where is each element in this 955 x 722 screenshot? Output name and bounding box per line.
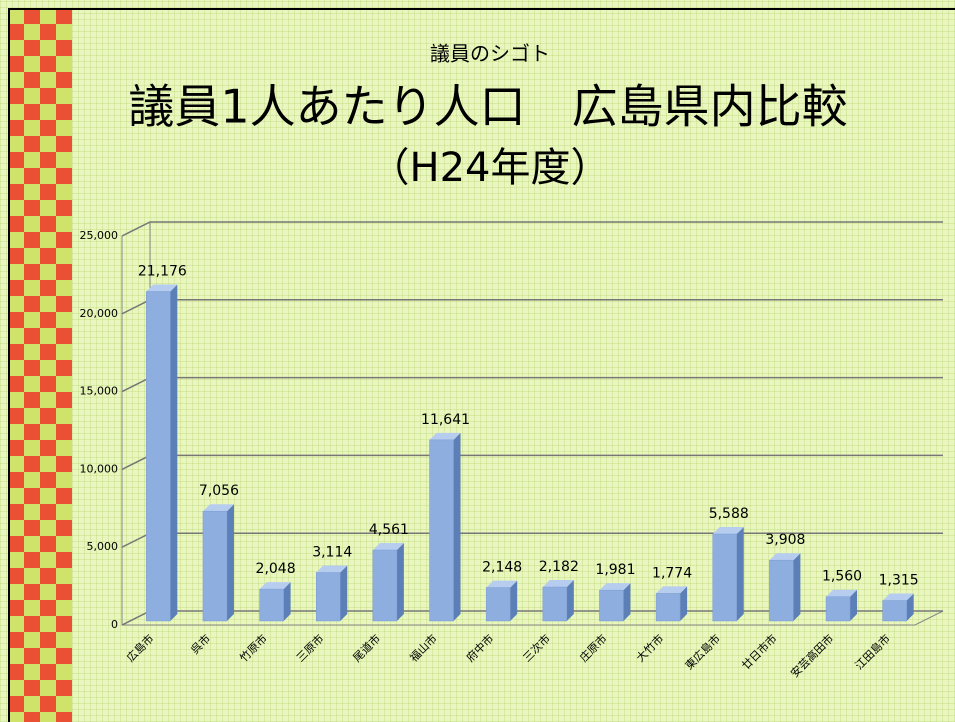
data-label: 2,182 <box>539 559 579 575</box>
bar <box>656 593 680 621</box>
bar <box>769 560 793 621</box>
y-tick-label: 25,000 <box>80 229 119 242</box>
data-label: 1,560 <box>822 569 862 585</box>
y-tick-label: 15,000 <box>80 385 119 398</box>
y-tick-label: 10,000 <box>80 462 119 475</box>
bar-side <box>567 580 574 621</box>
grid-line <box>122 300 943 314</box>
data-label: 2,048 <box>256 561 296 577</box>
bar-side <box>737 527 744 621</box>
x-tick-label: 三次市 <box>520 631 553 664</box>
bar-side <box>454 433 461 621</box>
bar <box>826 597 850 621</box>
data-label: 1,981 <box>595 562 635 578</box>
chart-subtitle: 議員のシゴト <box>430 42 550 66</box>
x-tick-label: 呉市 <box>188 631 213 656</box>
x-tick-label: 尾道市 <box>350 631 383 664</box>
bar <box>373 550 397 621</box>
grid-line <box>122 533 943 547</box>
data-label: 1,774 <box>652 565 692 581</box>
bar <box>203 511 227 621</box>
bar <box>543 587 567 621</box>
x-tick-label: 三原市 <box>293 631 326 664</box>
grid-line <box>122 611 943 625</box>
bar-side <box>170 285 177 621</box>
chart-title: 議員1人あたり人口 広島県内比較 <box>128 80 847 134</box>
grid-line <box>122 378 943 392</box>
bar <box>713 534 737 621</box>
x-tick-label: 廿日市市 <box>739 631 780 672</box>
bar <box>430 440 454 621</box>
data-label: 7,056 <box>199 483 239 499</box>
bar <box>260 589 284 621</box>
chart: 議員のシゴト 議員1人あたり人口 広島県内比較 （H24年度） 0 5,000 10… <box>0 0 955 722</box>
bar-side <box>510 581 517 621</box>
x-tick-label: 府中市 <box>463 631 496 664</box>
y-tick-label: 20,000 <box>80 307 119 320</box>
x-tick-label: 広島市 <box>123 631 156 664</box>
y-tick-label: 5,000 <box>87 540 119 553</box>
bar <box>486 588 510 621</box>
page: 議員のシゴト 議員1人あたり人口 広島県内比較 （H24年度） 0 5,000 10… <box>0 0 955 722</box>
x-tick-label: 庄原市 <box>576 631 609 664</box>
x-tick-label: 竹原市 <box>237 631 270 664</box>
data-label: 21,176 <box>138 264 187 280</box>
bar-side <box>397 543 404 621</box>
data-label: 5,588 <box>709 506 749 522</box>
data-label: 4,561 <box>369 522 409 538</box>
bar-side <box>340 566 347 621</box>
x-tick-label: 安芸高田市 <box>787 631 836 680</box>
chart-title-line2: （H24年度） <box>370 145 611 191</box>
x-tick-label: 大竹市 <box>633 631 666 664</box>
x-tick-label: 東広島市 <box>682 631 723 672</box>
bar-side <box>227 504 234 621</box>
x-tick-label: 江田島市 <box>852 631 893 672</box>
x-tick-label: 福山市 <box>407 631 440 664</box>
data-label: 2,148 <box>482 560 522 576</box>
grid-line <box>122 222 943 236</box>
bar-side <box>793 553 800 621</box>
floor <box>122 611 943 625</box>
bar <box>883 601 907 621</box>
grid-line <box>122 455 943 469</box>
data-label: 3,908 <box>765 532 805 548</box>
bar <box>316 573 340 621</box>
data-label: 3,114 <box>312 545 352 561</box>
bar <box>599 590 623 621</box>
bar <box>146 292 170 621</box>
data-label: 1,315 <box>879 573 919 589</box>
y-tick-label: 0 <box>111 618 118 631</box>
data-label: 11,641 <box>421 412 470 428</box>
